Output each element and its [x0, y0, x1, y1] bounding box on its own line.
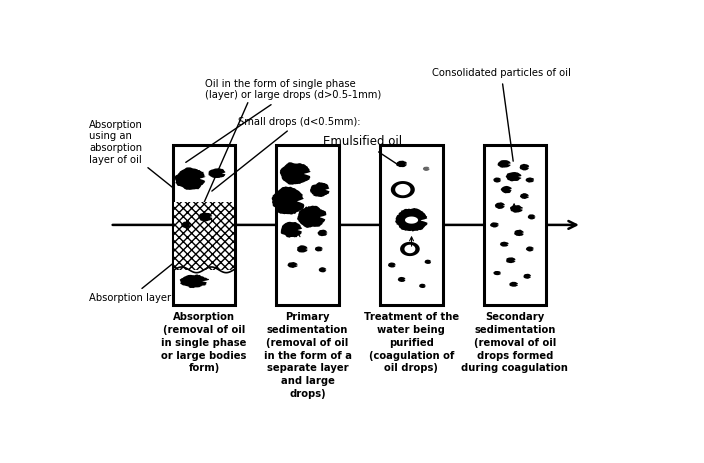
Polygon shape	[281, 222, 302, 238]
Polygon shape	[490, 222, 499, 227]
Polygon shape	[495, 202, 505, 209]
Polygon shape	[524, 274, 531, 279]
Polygon shape	[396, 161, 407, 167]
Polygon shape	[498, 160, 511, 168]
Polygon shape	[388, 263, 396, 268]
Bar	[174, 202, 234, 270]
Polygon shape	[287, 262, 298, 268]
Text: Consolidated particles of oil: Consolidated particles of oil	[432, 69, 571, 161]
Text: Absorption
using an
absorption
layer of oil: Absorption using an absorption layer of …	[89, 120, 173, 188]
Polygon shape	[514, 230, 524, 236]
Polygon shape	[391, 181, 415, 198]
Polygon shape	[175, 167, 206, 190]
Polygon shape	[395, 208, 427, 232]
Polygon shape	[501, 186, 512, 194]
Polygon shape	[520, 164, 529, 170]
Text: Emulsified oil: Emulsified oil	[322, 135, 402, 166]
Polygon shape	[505, 172, 522, 181]
Text: Absorption
(removal of oil
in single phase
or large bodies
form): Absorption (removal of oil in single pha…	[161, 312, 246, 374]
Polygon shape	[525, 177, 534, 182]
Polygon shape	[297, 245, 308, 252]
Polygon shape	[526, 246, 534, 251]
Polygon shape	[400, 242, 420, 256]
Polygon shape	[315, 246, 322, 251]
Polygon shape	[520, 193, 529, 199]
Polygon shape	[395, 184, 410, 195]
Polygon shape	[405, 217, 418, 224]
Text: Small drops (d<0.5mm):: Small drops (d<0.5mm):	[212, 117, 360, 191]
Bar	[276, 144, 339, 305]
Polygon shape	[199, 213, 213, 221]
Text: Treatment of the
water being
purified
(coagulation of
oil drops): Treatment of the water being purified (c…	[364, 312, 459, 374]
Text: Oil in the form of single phase
(layer) or large drops (d>0.5-1mm): Oil in the form of single phase (layer) …	[186, 79, 382, 163]
Text: Primary
sedimentation
(removal of oil
in the form of a
separate layer
and large
: Primary sedimentation (removal of oil in…	[263, 312, 351, 399]
Polygon shape	[419, 284, 426, 288]
Polygon shape	[297, 206, 327, 228]
Polygon shape	[425, 260, 432, 264]
Polygon shape	[398, 277, 406, 282]
Polygon shape	[180, 275, 209, 288]
Polygon shape	[494, 271, 501, 275]
Polygon shape	[405, 244, 415, 253]
Polygon shape	[280, 162, 310, 185]
Text: Secondary
sedimentation
(removal of oil
drops formed
during coagulation: Secondary sedimentation (removal of oil …	[462, 312, 568, 374]
Polygon shape	[318, 230, 327, 236]
Polygon shape	[509, 282, 518, 287]
Polygon shape	[310, 182, 329, 197]
Polygon shape	[494, 177, 501, 182]
Bar	[484, 144, 546, 305]
Polygon shape	[510, 205, 523, 213]
Polygon shape	[208, 168, 225, 178]
Polygon shape	[319, 267, 326, 272]
Polygon shape	[272, 187, 304, 214]
Bar	[380, 144, 443, 305]
Polygon shape	[423, 167, 429, 171]
Text: Absorption layer: Absorption layer	[89, 262, 175, 303]
Bar	[172, 144, 235, 305]
Polygon shape	[506, 257, 515, 263]
Polygon shape	[500, 242, 509, 247]
Polygon shape	[528, 214, 536, 219]
Polygon shape	[181, 222, 191, 228]
